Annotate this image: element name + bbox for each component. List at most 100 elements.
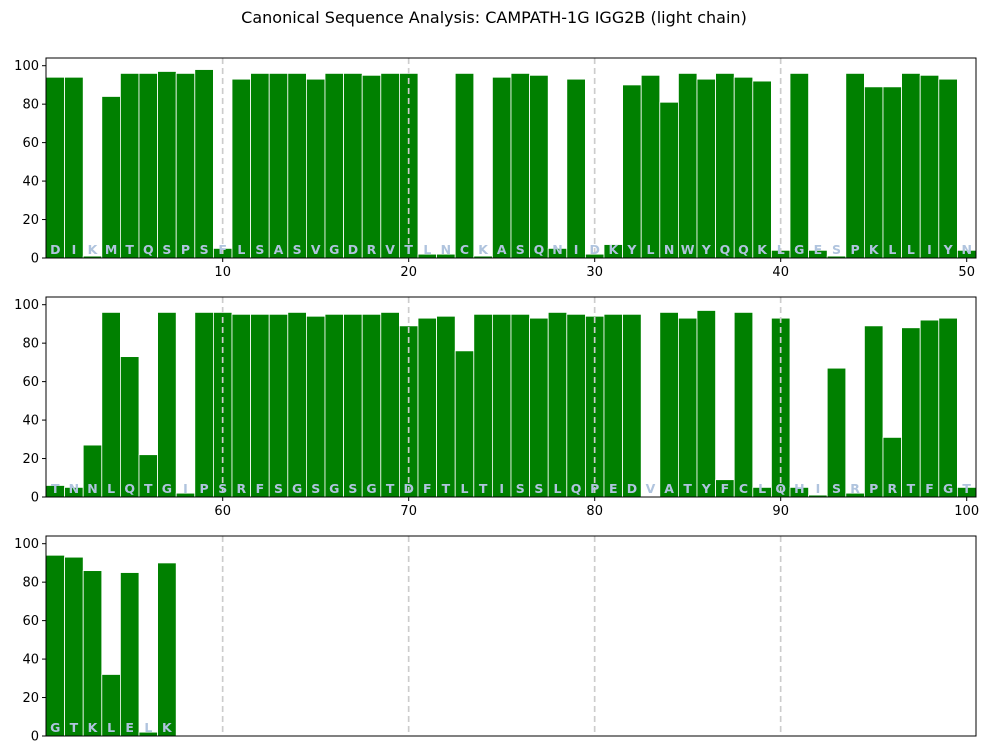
residue-label-62: F bbox=[256, 481, 265, 496]
residue-label-1: D bbox=[50, 242, 60, 257]
y-tick-label: 0 bbox=[31, 491, 39, 506]
residue-label-26: S bbox=[516, 242, 525, 257]
bar-102 bbox=[64, 556, 84, 737]
residue-label-84: A bbox=[664, 481, 674, 496]
residue-label-51: T bbox=[51, 481, 60, 496]
y-tick-label: 40 bbox=[22, 175, 39, 190]
residue-label-50: N bbox=[961, 242, 971, 257]
residue-label-83: V bbox=[646, 481, 656, 496]
residue-label-59: P bbox=[200, 481, 209, 496]
residue-label-63: S bbox=[274, 481, 283, 496]
residue-label-42: E bbox=[814, 242, 823, 257]
residue-label-64: G bbox=[292, 481, 302, 496]
residue-label-80: P bbox=[590, 481, 599, 496]
residue-label-75: I bbox=[499, 481, 504, 496]
bar-9 bbox=[194, 69, 214, 259]
bar-98 bbox=[919, 319, 940, 498]
residue-label-96: R bbox=[887, 481, 897, 496]
bar-79 bbox=[566, 313, 586, 498]
residue-label-35: W bbox=[681, 242, 695, 257]
residue-label-19: V bbox=[385, 242, 395, 257]
x-tick-label: 20 bbox=[400, 265, 417, 280]
residue-label-11: L bbox=[237, 242, 245, 257]
residue-label-9: S bbox=[200, 242, 209, 257]
residue-label-77: S bbox=[534, 481, 543, 496]
residue-label-107: K bbox=[162, 720, 173, 735]
residue-label-65: S bbox=[311, 481, 320, 496]
residue-label-57: G bbox=[162, 481, 172, 496]
axes-frame bbox=[45, 296, 977, 498]
bar-72 bbox=[436, 315, 456, 498]
bar-88 bbox=[733, 311, 754, 498]
bar-16 bbox=[324, 72, 345, 259]
bar-99 bbox=[938, 317, 958, 498]
y-tick-label: 100 bbox=[14, 537, 39, 552]
bar-5 bbox=[120, 72, 140, 259]
residue-label-4: M bbox=[105, 242, 117, 257]
residue-label-48: I bbox=[927, 242, 932, 257]
residue-label-72: T bbox=[442, 481, 451, 496]
y-tick-label: 60 bbox=[22, 375, 39, 390]
bar-69 bbox=[380, 311, 400, 498]
y-tick-label: 0 bbox=[31, 252, 39, 267]
x-tick-label: 10 bbox=[214, 265, 231, 280]
residue-label-91: H bbox=[794, 481, 804, 496]
residue-label-16: G bbox=[329, 242, 339, 257]
residue-label-58: I bbox=[183, 481, 188, 496]
residue-label-97: T bbox=[907, 481, 916, 496]
residue-label-6: Q bbox=[143, 242, 154, 257]
y-tick-label: 20 bbox=[22, 691, 39, 706]
residue-label-52: N bbox=[69, 481, 79, 496]
residue-label-39: K bbox=[757, 242, 768, 257]
y-tick-label: 20 bbox=[22, 452, 39, 467]
residue-label-103: K bbox=[88, 720, 99, 735]
residue-label-3: K bbox=[88, 242, 99, 257]
residue-label-2: I bbox=[72, 242, 77, 257]
residue-label-20: T bbox=[404, 242, 413, 257]
y-tick-label: 0 bbox=[31, 730, 39, 745]
bar-107 bbox=[157, 562, 177, 737]
bar-12 bbox=[250, 72, 270, 259]
residue-label-46: L bbox=[888, 242, 896, 257]
residue-label-41: G bbox=[794, 242, 804, 257]
bar-74 bbox=[473, 313, 493, 498]
residue-label-14: S bbox=[293, 242, 302, 257]
residue-label-10: F bbox=[218, 242, 227, 257]
bar-81 bbox=[603, 313, 624, 498]
bar-37 bbox=[715, 72, 735, 259]
bar-85 bbox=[678, 317, 698, 498]
bar-33 bbox=[640, 74, 661, 259]
bar-11 bbox=[231, 78, 252, 259]
residue-label-32: Y bbox=[626, 242, 637, 257]
bar-101 bbox=[45, 554, 66, 737]
residue-label-34: N bbox=[664, 242, 674, 257]
residue-label-22: N bbox=[441, 242, 451, 257]
bar-27 bbox=[529, 74, 549, 259]
residue-label-86: Y bbox=[701, 481, 712, 496]
residue-label-27: Q bbox=[534, 242, 545, 257]
y-tick-label: 100 bbox=[14, 59, 39, 74]
residue-label-7: S bbox=[162, 242, 171, 257]
bar-46 bbox=[882, 86, 903, 259]
y-tick-label: 80 bbox=[22, 337, 39, 352]
residue-label-8: P bbox=[181, 242, 190, 257]
bar-59 bbox=[194, 311, 214, 498]
residue-label-101: G bbox=[50, 720, 60, 735]
residue-label-33: L bbox=[647, 242, 655, 257]
bar-77 bbox=[529, 317, 549, 498]
bar-7 bbox=[157, 71, 177, 259]
residue-label-15: V bbox=[311, 242, 321, 257]
residue-label-21: L bbox=[423, 242, 431, 257]
bar-2 bbox=[64, 76, 84, 259]
bar-55 bbox=[120, 356, 140, 498]
residue-label-56: T bbox=[144, 481, 153, 496]
bar-73 bbox=[454, 350, 475, 498]
bar-76 bbox=[510, 313, 531, 498]
residue-label-106: L bbox=[144, 720, 152, 735]
x-tick-label: 100 bbox=[954, 504, 979, 519]
residue-label-13: A bbox=[274, 242, 284, 257]
x-tick-label: 50 bbox=[958, 265, 975, 280]
residue-label-23: C bbox=[460, 242, 469, 257]
